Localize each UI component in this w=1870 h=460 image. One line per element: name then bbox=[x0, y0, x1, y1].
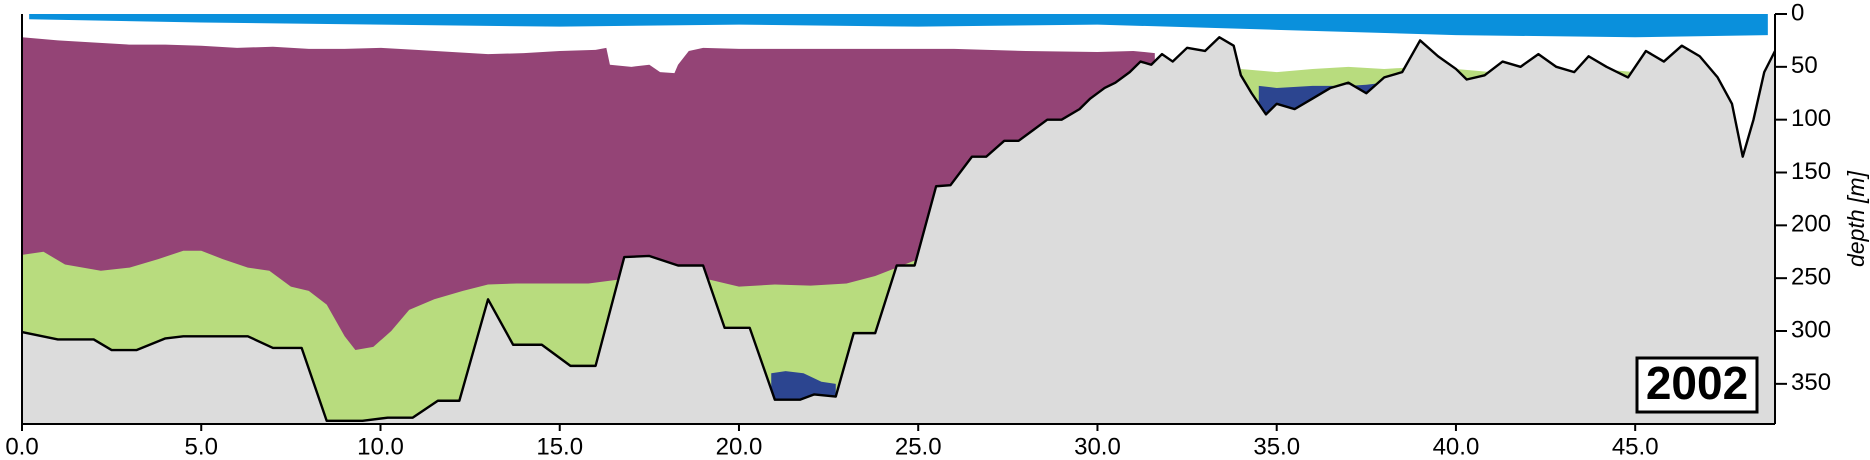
y-tick-label: 0 bbox=[1791, 0, 1804, 26]
x-tick-label: 25.0 bbox=[895, 433, 942, 460]
y-tick-label: 100 bbox=[1791, 105, 1831, 132]
annotation: 2002 bbox=[1646, 357, 1748, 409]
x-tick-label: 30.0 bbox=[1074, 433, 1121, 460]
y-tick-label: 250 bbox=[1791, 264, 1831, 291]
layers bbox=[21, 14, 1777, 424]
bottom-line bbox=[21, 36, 1777, 423]
x-tick-label: 0.0 bbox=[5, 433, 38, 460]
x-tick-label: 40.0 bbox=[1433, 433, 1480, 460]
annotation-box bbox=[1635, 356, 1759, 414]
y-tick-label: 350 bbox=[1791, 369, 1831, 396]
y-tick-label: 150 bbox=[1791, 158, 1831, 185]
x-tick-label: 15.0 bbox=[536, 433, 583, 460]
x-tick-label: 5.0 bbox=[185, 433, 218, 460]
x-tick-label: 10.0 bbox=[357, 433, 404, 460]
y-tick-label: 50 bbox=[1791, 52, 1818, 79]
x-tick-label: 20.0 bbox=[716, 433, 763, 460]
area-layer bbox=[29, 14, 1768, 38]
y-tick-label: 200 bbox=[1791, 211, 1831, 238]
area-layer bbox=[22, 37, 1775, 424]
x-tick-label: 45.0 bbox=[1612, 433, 1659, 460]
y-tick-label: 300 bbox=[1791, 316, 1831, 343]
y-axis-label: depth [m] bbox=[1843, 170, 1869, 266]
x-tick-label: 35.0 bbox=[1253, 433, 1300, 460]
